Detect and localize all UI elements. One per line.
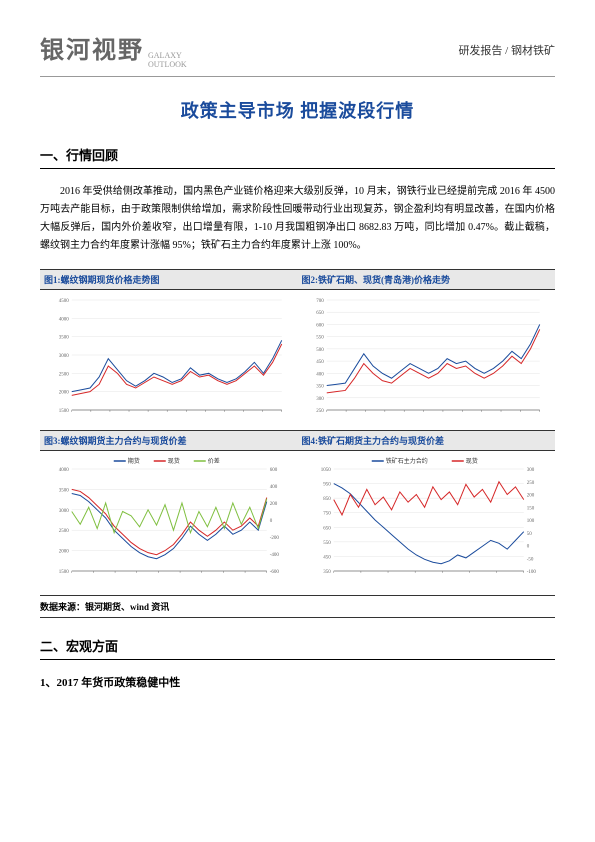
svg-text:3000: 3000 bbox=[59, 508, 70, 513]
document-title: 政策主导市场 把握波段行情 bbox=[40, 97, 555, 123]
svg-text:550: 550 bbox=[316, 335, 324, 340]
chart-2: 图2:铁矿石期、现货(青岛港)价格走势 250 300 350 400 450 500 55… bbox=[298, 269, 556, 430]
svg-text:700: 700 bbox=[316, 299, 324, 304]
svg-text:100: 100 bbox=[526, 519, 534, 524]
page-header: 银河视野 GALAXYOUTLOOK 研发报告 / 钢材铁矿 bbox=[40, 30, 555, 77]
svg-text:950: 950 bbox=[323, 482, 331, 487]
chart-1: 图1:螺纹钢期现货价格走势图 1500 2000 2500 3000 3500 4000 4… bbox=[40, 269, 298, 430]
svg-text:450: 450 bbox=[316, 360, 324, 365]
svg-text:4000: 4000 bbox=[59, 468, 70, 473]
svg-text:3000: 3000 bbox=[59, 354, 70, 359]
chart-2-area: 250 300 350 400 450 500 550 600 650 700 bbox=[298, 290, 556, 430]
svg-text:550: 550 bbox=[323, 540, 331, 545]
svg-text:200: 200 bbox=[526, 493, 534, 498]
svg-text:200: 200 bbox=[270, 502, 278, 507]
svg-text:650: 650 bbox=[323, 526, 331, 531]
svg-text:450: 450 bbox=[323, 555, 331, 560]
svg-text:500: 500 bbox=[316, 347, 324, 352]
svg-text:-600: -600 bbox=[270, 570, 280, 575]
logo-en: GALAXYOUTLOOK bbox=[148, 52, 187, 70]
svg-text:650: 650 bbox=[316, 311, 324, 316]
chart-4-area: 铁矿石主力合约 现货 350 450 550 650 750 850 950 1050 -100 -5… bbox=[298, 451, 556, 591]
svg-text:350: 350 bbox=[323, 570, 331, 575]
svg-text:50: 50 bbox=[526, 531, 532, 536]
svg-text:4500: 4500 bbox=[59, 299, 70, 304]
svg-text:2000: 2000 bbox=[59, 390, 70, 395]
chart-3-title: 图3:螺纹钢期货主力合约与现货价差 bbox=[40, 430, 298, 451]
svg-text:250: 250 bbox=[316, 409, 324, 414]
svg-text:400: 400 bbox=[270, 485, 278, 490]
svg-text:期货: 期货 bbox=[128, 457, 140, 465]
svg-text:现货: 现货 bbox=[465, 457, 477, 465]
svg-text:600: 600 bbox=[270, 468, 278, 473]
svg-text:-50: -50 bbox=[526, 557, 533, 562]
svg-text:250: 250 bbox=[526, 480, 534, 485]
chart-1-area: 1500 2000 2500 3000 3500 4000 4500 bbox=[40, 290, 298, 430]
svg-text:1050: 1050 bbox=[320, 468, 331, 473]
svg-text:-200: -200 bbox=[270, 536, 280, 541]
logo: 银河视野 GALAXYOUTLOOK bbox=[40, 30, 187, 70]
svg-text:3500: 3500 bbox=[59, 335, 70, 340]
svg-text:现货: 现货 bbox=[168, 457, 180, 465]
chart-4: 图4:铁矿石期货主力合约与现货价差 铁矿石主力合约 现货 350 450 550 650 7… bbox=[298, 430, 556, 591]
chart-3-area: 期货现货价差150020002500300035004000-600-400-2… bbox=[40, 451, 298, 591]
svg-text:1500: 1500 bbox=[59, 570, 70, 575]
svg-text:价差: 价差 bbox=[208, 457, 220, 465]
svg-text:-400: -400 bbox=[270, 553, 280, 558]
svg-text:600: 600 bbox=[316, 323, 324, 328]
svg-text:150: 150 bbox=[526, 506, 534, 511]
section-2-heading: 二、宏观方面 bbox=[40, 636, 555, 660]
svg-text:300: 300 bbox=[526, 468, 534, 473]
chart-grid: 图1:螺纹钢期现货价格走势图 1500200025003000350040004… bbox=[40, 269, 555, 591]
section-2-sub-heading: 1、2017 年货币政策稳健中性 bbox=[40, 674, 555, 690]
svg-text:300: 300 bbox=[316, 396, 324, 401]
svg-text:0: 0 bbox=[270, 519, 273, 524]
svg-text:3500: 3500 bbox=[59, 488, 70, 493]
svg-text:850: 850 bbox=[323, 497, 331, 502]
chart-2-title: 图2:铁矿石期、现货(青岛港)价格走势 bbox=[298, 269, 556, 290]
svg-text:2000: 2000 bbox=[59, 549, 70, 554]
svg-text:2500: 2500 bbox=[59, 372, 70, 377]
section-1-heading: 一、行情回顾 bbox=[40, 145, 555, 169]
svg-text:1500: 1500 bbox=[59, 409, 70, 414]
header-category: 研发报告 / 钢材铁矿 bbox=[458, 42, 555, 58]
chart-1-title: 图1:螺纹钢期现货价格走势图 bbox=[40, 269, 298, 290]
svg-text:2500: 2500 bbox=[59, 529, 70, 534]
data-source: 数据来源：银河期货、wind 资讯 bbox=[40, 596, 555, 618]
svg-text:-100: -100 bbox=[526, 570, 536, 575]
svg-text:350: 350 bbox=[316, 384, 324, 389]
chart-3: 图3:螺纹钢期货主力合约与现货价差 期货现货价差1500200025003000… bbox=[40, 430, 298, 591]
logo-cn: 银河视野 bbox=[40, 30, 144, 65]
svg-text:400: 400 bbox=[316, 372, 324, 377]
svg-text:0: 0 bbox=[526, 544, 529, 549]
chart-4-title: 图4:铁矿石期货主力合约与现货价差 bbox=[298, 430, 556, 451]
svg-text:4000: 4000 bbox=[59, 317, 70, 322]
section-1-body: 2016 年受供给侧改革推动，国内黑色产业链价格迎来大级别反弹，10 月末，钢铁… bbox=[40, 183, 555, 255]
svg-text:750: 750 bbox=[323, 511, 331, 516]
svg-text:铁矿石主力合约: 铁矿石主力合约 bbox=[385, 457, 427, 465]
